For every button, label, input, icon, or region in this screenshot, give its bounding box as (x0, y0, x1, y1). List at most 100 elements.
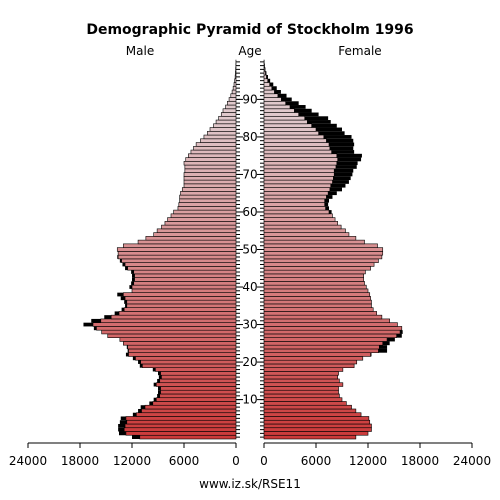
female-bar (263, 232, 350, 237)
male-excess-bar (104, 315, 112, 319)
female-bar (263, 138, 327, 143)
female-bar (263, 176, 334, 181)
female-bar (263, 209, 330, 215)
female-bar (263, 434, 357, 440)
female-excess-bar (264, 67, 266, 72)
male-bar (155, 382, 237, 387)
female-excess-bar (336, 161, 358, 166)
male-bar (195, 142, 237, 147)
female-bar (263, 146, 331, 151)
male-bar (180, 191, 237, 196)
female-excess-bar (332, 180, 349, 184)
female-excess-bar (378, 348, 388, 353)
female-bar (263, 419, 371, 425)
female-bar (263, 311, 377, 316)
female-bar (263, 104, 291, 110)
female-bar (263, 374, 338, 380)
male-bar (234, 78, 237, 83)
female-bar (263, 164, 337, 170)
age-tick-label: 80 (242, 130, 257, 144)
male-bar (181, 187, 237, 192)
female-excess-bar (326, 195, 333, 199)
age-label: Age (238, 44, 261, 58)
female-excess-bar (277, 93, 287, 98)
female-bar (263, 161, 338, 166)
female-bar (263, 333, 397, 338)
female-bar (263, 251, 384, 256)
male-excess-bar (125, 266, 128, 271)
female-bar (263, 213, 333, 218)
female-bar (263, 130, 319, 136)
female-bar (263, 314, 383, 320)
male-bar (124, 262, 237, 267)
male-excess-bar (149, 401, 153, 406)
male-label: Male (126, 44, 154, 58)
male-excess-bar (138, 360, 141, 364)
female-bar (263, 299, 372, 305)
male-bar (117, 254, 237, 260)
female-bar (263, 266, 371, 271)
male-bar (207, 130, 237, 136)
male-bar (117, 251, 237, 256)
male-bar (183, 172, 237, 177)
female-bar (263, 157, 338, 162)
male-excess-bar (152, 367, 156, 372)
female-bar (263, 386, 339, 391)
male-excess-bar (120, 416, 126, 421)
female-bar (263, 153, 338, 158)
female-x-axis: 0 6000 12000 18000 24000 (260, 442, 491, 468)
male-bar (144, 404, 237, 410)
male-excess-bar (158, 390, 161, 394)
female-excess-bar (329, 142, 355, 147)
female-bar (263, 78, 269, 83)
male-bar (179, 198, 237, 203)
female-excess-bar (298, 112, 319, 117)
female-excess-bar (331, 150, 355, 154)
male-bar (118, 311, 237, 316)
male-bar (126, 419, 237, 425)
male-bar (124, 296, 237, 301)
male-bar (155, 397, 237, 402)
male-bar (159, 378, 237, 384)
female-bar (263, 344, 380, 350)
male-bar (200, 138, 237, 143)
male-bar (139, 434, 237, 440)
male-bar (141, 408, 237, 414)
male-bar (133, 269, 237, 275)
female-excess-bar (328, 191, 337, 196)
chart-title: Demographic Pyramid of Stockholm 1996 (86, 22, 413, 38)
male-excess-bar (83, 322, 93, 327)
female-excess-bar (329, 210, 332, 214)
male-bar (188, 153, 237, 158)
male-bar (183, 161, 237, 166)
female-excess-bar (324, 202, 329, 207)
female-bar (263, 127, 317, 132)
male-bar (160, 371, 237, 376)
male-excess-bar (121, 307, 125, 312)
female-bar (263, 258, 379, 263)
female-excess-bar (271, 86, 277, 91)
female-excess-bar (379, 345, 388, 349)
male-excess-bar (129, 285, 132, 289)
female-excess-bar (290, 105, 306, 109)
female-bar (263, 269, 366, 275)
male-bar (131, 284, 237, 290)
female-bar (263, 67, 266, 72)
female-excess-bar (382, 341, 390, 346)
male-bar (185, 157, 237, 162)
age-tick-label: 60 (242, 205, 257, 219)
female-excess-bar (370, 352, 372, 357)
male-excess-bar (131, 270, 134, 274)
male-bar (213, 123, 237, 128)
female-bar (263, 307, 374, 312)
female-bar (263, 217, 336, 222)
female-bar (263, 239, 365, 245)
female-bar (263, 273, 364, 278)
female-excess-bar (334, 168, 354, 173)
age-tick-label: 20 (242, 355, 257, 369)
female-excess-bar (318, 131, 345, 136)
male-bar (160, 386, 237, 391)
female-excess-bar (285, 101, 299, 106)
male-bar (137, 239, 237, 245)
male-bar (127, 266, 237, 271)
